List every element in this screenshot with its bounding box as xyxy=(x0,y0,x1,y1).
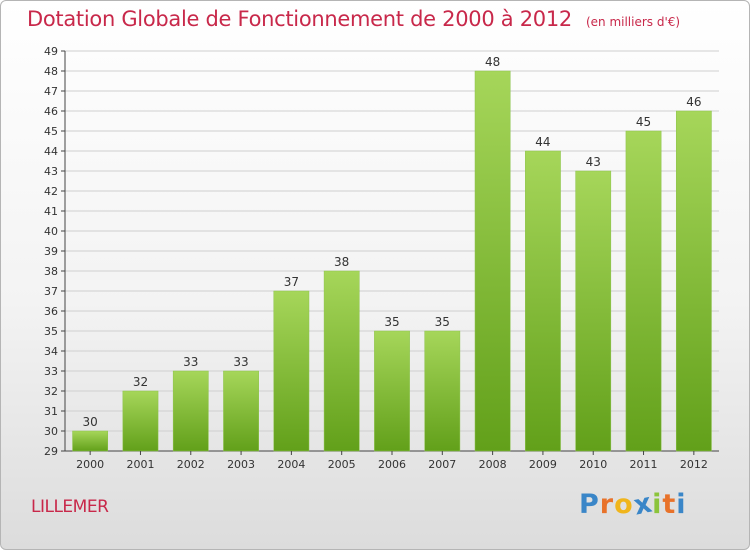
logo-letter: P xyxy=(579,489,600,520)
logo-letter: t xyxy=(662,489,677,520)
data-label-2007: 35 xyxy=(435,315,450,329)
x-tick-label-2000: 2000 xyxy=(76,458,104,471)
data-label-2012: 46 xyxy=(686,95,701,109)
commune-name: LILLEMER xyxy=(31,497,109,517)
bar-2001 xyxy=(122,390,159,452)
data-label-2005: 38 xyxy=(334,255,349,269)
x-tick-label-2005: 2005 xyxy=(328,458,356,471)
logo-letter: r xyxy=(599,489,615,520)
data-label-2006: 35 xyxy=(384,315,399,329)
bar-2007 xyxy=(424,330,461,452)
y-tick-label: 29 xyxy=(44,445,58,458)
y-tick-label: 49 xyxy=(44,45,58,58)
y-tick-label: 47 xyxy=(44,85,58,98)
bar-2006 xyxy=(374,330,410,452)
x-tick-label-2010: 2010 xyxy=(579,458,607,471)
y-tick-label: 41 xyxy=(44,205,58,218)
data-label-2003: 33 xyxy=(233,355,248,369)
x-tick-label-2009: 2009 xyxy=(529,458,557,471)
chart-title: Dotation Globale de Fonctionnement de 20… xyxy=(27,7,680,31)
x-tick-label-2004: 2004 xyxy=(277,458,305,471)
y-tick-label: 34 xyxy=(44,345,58,358)
bar-2002 xyxy=(172,370,209,452)
y-tick-label: 31 xyxy=(44,405,58,418)
data-label-2002: 33 xyxy=(183,355,198,369)
chart-title-text: Dotation Globale de Fonctionnement de 20… xyxy=(27,7,572,31)
bar-2009 xyxy=(525,150,561,452)
data-label-2008: 48 xyxy=(485,55,500,69)
data-label-2001: 32 xyxy=(133,375,148,389)
x-tick-label-2012: 2012 xyxy=(680,458,708,471)
y-tick-label: 42 xyxy=(44,185,58,198)
y-tick-label: 46 xyxy=(44,105,58,118)
proxiti-logo: Proxiti xyxy=(579,487,687,521)
y-tick-label: 32 xyxy=(44,385,58,398)
bar-2000 xyxy=(72,430,109,452)
x-tick-label-2006: 2006 xyxy=(378,458,406,471)
y-tick-label: 38 xyxy=(44,265,58,278)
y-tick-label: 40 xyxy=(44,225,58,238)
logo-letter: i xyxy=(676,489,687,520)
bar-2010 xyxy=(575,170,612,452)
x-tick-label-2002: 2002 xyxy=(177,458,205,471)
y-tick-label: 39 xyxy=(44,245,58,258)
x-tick-label-2008: 2008 xyxy=(479,458,507,471)
bar-2003 xyxy=(223,370,259,452)
logo-letter: i xyxy=(652,489,663,520)
data-label-2004: 37 xyxy=(284,275,299,289)
y-tick-label: 33 xyxy=(44,365,58,378)
y-tick-label: 44 xyxy=(44,145,58,158)
chart-unit-note: (en milliers d'€) xyxy=(585,15,681,29)
bar-2005 xyxy=(323,270,360,452)
y-tick-label: 36 xyxy=(44,305,58,318)
x-tick-label-2011: 2011 xyxy=(630,458,658,471)
y-tick-label: 37 xyxy=(44,285,58,298)
x-tick-label-2001: 2001 xyxy=(126,458,154,471)
y-tick-label: 30 xyxy=(44,425,58,438)
data-label-2009: 44 xyxy=(535,135,550,149)
bar-2004 xyxy=(273,290,310,452)
bar-chart: 29 30 31 32 33 34 35 36 37 38 39 40 41 42 43 44 45 46 47 48… xyxy=(44,45,719,471)
y-tick-label: 43 xyxy=(44,165,58,178)
x-tick-label-2003: 2003 xyxy=(227,458,255,471)
data-label-2011: 45 xyxy=(636,115,651,129)
y-tick-label: 45 xyxy=(44,125,58,138)
y-tick-label: 48 xyxy=(44,65,58,78)
bar-2011 xyxy=(625,130,662,452)
logo-letter: o xyxy=(614,489,634,520)
x-tick-label-2007: 2007 xyxy=(428,458,456,471)
bar-2012 xyxy=(675,110,712,452)
data-label-2010: 43 xyxy=(586,155,601,169)
data-label-2000: 30 xyxy=(83,415,98,429)
bar-2008 xyxy=(474,70,511,452)
y-tick-label: 35 xyxy=(44,325,58,338)
